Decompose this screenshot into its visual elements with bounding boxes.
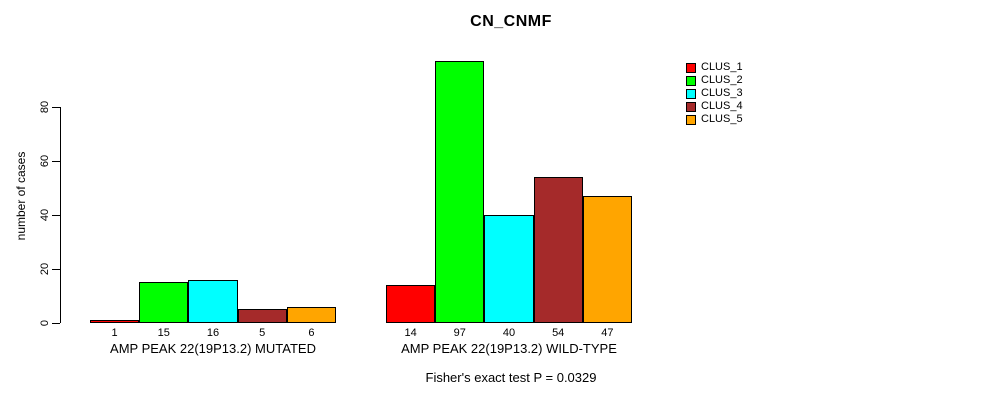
bar-value-label: 54 — [552, 327, 565, 339]
bar-value-label: 16 — [206, 327, 220, 339]
y-tick-label: 80 — [39, 100, 51, 114]
y-tick-mark — [52, 161, 60, 162]
bar-value-label: 47 — [601, 327, 614, 339]
bar-value-label: 40 — [502, 327, 516, 339]
legend-item: CLUS_4 — [686, 100, 743, 113]
x-category-label: AMP PEAK 22(19P13.2) WILD-TYPE — [401, 341, 617, 356]
legend-label: CLUS_1 — [701, 61, 743, 73]
bar-value-label: 97 — [453, 327, 466, 339]
legend-item: CLUS_5 — [686, 113, 743, 126]
bar-clus_5-group2 — [582, 196, 632, 323]
bar-clus_4-group1 — [237, 309, 287, 323]
y-axis-line — [60, 107, 61, 323]
bar-value-label: 5 — [259, 327, 266, 339]
bar-clus_4-group2 — [533, 177, 583, 323]
y-tick-label: 40 — [39, 208, 51, 222]
y-tick-label: 0 — [39, 319, 51, 327]
y-tick-label: 60 — [39, 154, 51, 168]
legend-swatch-clus_3 — [686, 88, 696, 99]
legend-label: CLUS_2 — [701, 74, 743, 86]
y-tick-mark — [52, 215, 60, 216]
legend-swatch-clus_4 — [686, 101, 696, 112]
bar-clus_2-group2 — [435, 61, 485, 323]
bar-clus_1-group2 — [386, 285, 436, 323]
chart-title: CN_CNMF — [470, 13, 552, 30]
legend-item: CLUS_2 — [686, 74, 743, 87]
x-category-label: AMP PEAK 22(19P13.2) MUTATED — [110, 341, 316, 356]
bar-clus_3-group2 — [484, 215, 534, 323]
legend-label: CLUS_5 — [701, 113, 743, 125]
y-tick-label: 20 — [39, 262, 51, 276]
legend: CLUS_1 CLUS_2 CLUS_3 CLUS_4 CLUS_5 — [686, 61, 743, 126]
bar-value-label: 1 — [111, 327, 118, 339]
bar-clus_3-group1 — [188, 280, 238, 323]
legend-label: CLUS_3 — [701, 87, 743, 99]
legend-swatch-clus_1 — [686, 62, 696, 73]
legend-item: CLUS_1 — [686, 61, 743, 74]
fisher-test-annotation: Fisher's exact test P = 0.0329 — [425, 370, 597, 385]
y-tick-mark — [52, 323, 60, 324]
bar-value-label: 15 — [157, 327, 170, 339]
bar-value-label: 14 — [404, 327, 417, 339]
legend-swatch-clus_2 — [686, 75, 696, 86]
legend-item: CLUS_3 — [686, 87, 743, 100]
bar-clus_1-group1 — [90, 320, 140, 323]
bar-clus_2-group1 — [139, 282, 189, 323]
y-tick-mark — [52, 107, 60, 108]
y-tick-mark — [52, 269, 60, 270]
bar-clus_5-group1 — [286, 307, 336, 323]
bar-value-label: 6 — [308, 327, 315, 339]
legend-swatch-clus_5 — [686, 114, 696, 125]
legend-label: CLUS_4 — [701, 100, 743, 112]
y-axis-label: number of cases — [14, 151, 28, 241]
